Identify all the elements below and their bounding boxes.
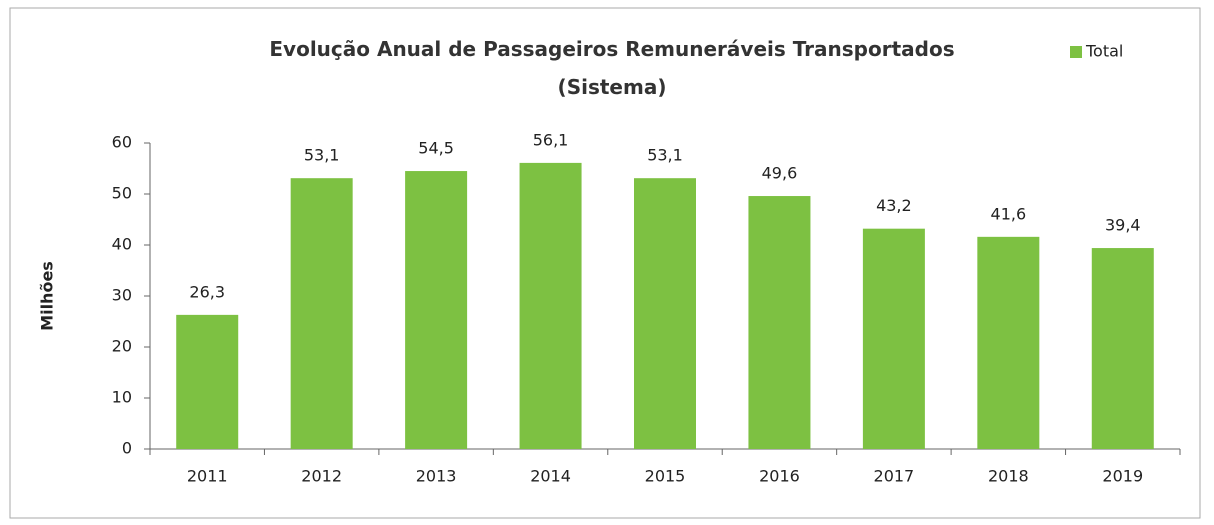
legend-label: Total xyxy=(1085,42,1123,61)
value-label: 53,1 xyxy=(304,146,340,165)
value-label: 26,3 xyxy=(189,282,225,301)
x-tick-label: 2017 xyxy=(874,467,915,486)
value-label: 53,1 xyxy=(647,146,683,165)
value-label: 49,6 xyxy=(762,164,798,183)
y-axis-label: Milhões xyxy=(38,261,57,331)
chart-title: Evolução Anual de Passageiros Remuneráve… xyxy=(269,37,955,99)
chart-frame xyxy=(9,7,1201,519)
value-label: 39,4 xyxy=(1105,216,1141,235)
y-tick-label: 0 xyxy=(122,439,132,458)
x-tick-label: 2014 xyxy=(530,467,571,486)
value-label: 41,6 xyxy=(991,204,1027,223)
x-tick-label: 2012 xyxy=(301,467,342,486)
y-tick-label: 30 xyxy=(112,286,132,305)
bar xyxy=(977,236,1040,449)
x-tick-label: 2011 xyxy=(187,467,228,486)
x-tick-label: 2013 xyxy=(416,467,457,486)
value-label: 43,2 xyxy=(876,196,912,215)
x-tick-label: 2019 xyxy=(1102,467,1143,486)
x-tick-label: 2016 xyxy=(759,467,800,486)
y-tick-label: 50 xyxy=(112,184,132,203)
bar xyxy=(519,162,582,449)
value-label: 56,1 xyxy=(533,130,569,149)
legend-swatch xyxy=(1070,46,1082,58)
y-tick-label: 60 xyxy=(112,133,132,152)
bar xyxy=(634,178,696,449)
bar xyxy=(290,178,353,449)
y-tick-label: 10 xyxy=(112,388,132,407)
bar xyxy=(862,228,925,449)
value-label: 54,5 xyxy=(418,139,454,158)
x-tick-label: 2015 xyxy=(645,467,686,486)
y-tick-label: 40 xyxy=(112,235,132,254)
bar xyxy=(176,314,239,449)
bar xyxy=(405,171,468,450)
y-tick-label: 20 xyxy=(112,337,132,356)
bar xyxy=(1091,248,1154,449)
bar xyxy=(748,196,811,449)
x-tick-label: 2018 xyxy=(988,467,1029,486)
